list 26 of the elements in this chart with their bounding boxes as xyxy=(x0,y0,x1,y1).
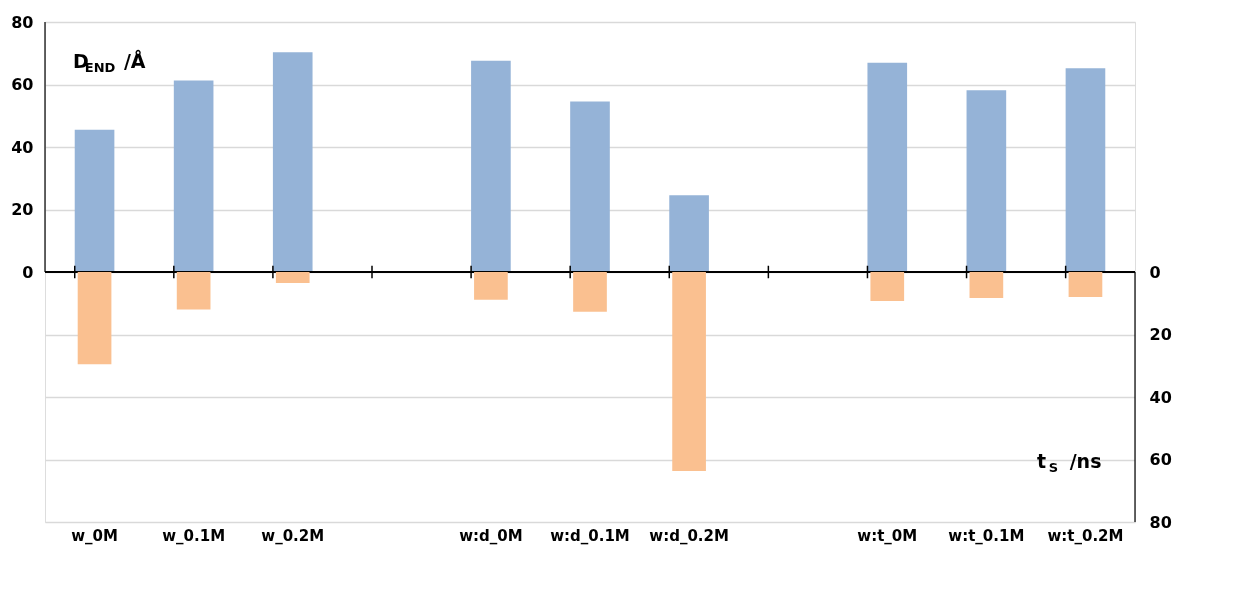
y-tick-label: 60 xyxy=(11,75,34,94)
y2-tick-label: 60 xyxy=(1149,450,1172,469)
x-tick-label: w:t_0M xyxy=(857,526,918,545)
x-tick-label: w:t_0.2M xyxy=(1047,526,1124,545)
x-tick-label: w_0M xyxy=(71,526,118,545)
x-tick-label: w:d_0.1M xyxy=(550,526,630,545)
y-tick-label: 80 xyxy=(11,12,34,32)
bar xyxy=(870,272,905,302)
bar xyxy=(474,272,508,300)
bar xyxy=(969,272,1004,298)
y2-tick-label: 0 xyxy=(1149,262,1161,282)
x-tick-label: w:t_0.1M xyxy=(948,526,1025,545)
x-tick-label: w:d_0M xyxy=(459,526,523,545)
y2-tick-label: 80 xyxy=(1149,512,1172,532)
y2-tick-label: 20 xyxy=(1149,325,1172,344)
bar xyxy=(176,272,211,310)
y-tick-label: 0 xyxy=(22,262,34,282)
x-tick-label: w:d_0.2M xyxy=(649,526,729,545)
x-tick-label: w_0.2M xyxy=(261,526,325,545)
y2-tick-label: 40 xyxy=(1149,387,1172,407)
y-tick-label: 20 xyxy=(11,200,34,219)
x-tick-label: w_0.1M xyxy=(162,526,226,545)
y-tick-label: 40 xyxy=(11,137,34,157)
bar xyxy=(275,272,310,283)
bar xyxy=(1068,272,1103,297)
bar xyxy=(573,272,607,312)
